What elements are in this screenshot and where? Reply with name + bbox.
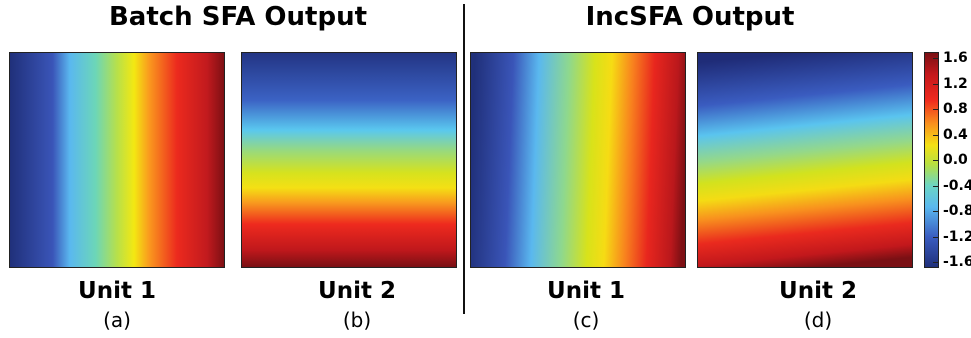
colorbar-tick-label: 0.0 [943,152,968,168]
panel-tag-d: (d) [803,308,833,332]
unit-label-d: Unit 2 [779,278,857,304]
colorbar-tick-mark [933,185,939,187]
panel-tag-c: (c) [572,308,600,332]
colorbar-tick-mark [933,83,939,85]
colorbar-tick-mark [933,58,939,59]
heatmap-panel-d [697,52,913,268]
heatmap-fill-c [471,53,685,267]
panel-tag-b: (b) [342,308,372,332]
colorbar-fill [925,53,938,267]
colorbar-tick-mark [933,211,939,212]
panel-tag-a: (a) [103,308,131,332]
section-divider [463,4,465,314]
unit-label-b: Unit 2 [318,278,396,304]
heatmap-fill-b [242,53,456,267]
batch-sfa-title: Batch SFA Output [108,2,368,32]
unit-label-a: Unit 1 [78,278,156,304]
heatmap-fill-a [10,53,224,267]
colorbar-tick-mark [933,262,939,263]
colorbar-tick-label: 0.4 [943,126,968,143]
colorbar-tick-label: -0.8 [943,203,971,219]
colorbar-tick-mark [933,236,939,238]
colorbar-tick-label: 1.6 [943,50,968,66]
colorbar-tick-mark [933,160,939,161]
colorbar-tick-label: -1.6 [943,254,971,270]
incsfa-title: IncSFA Output [585,2,795,32]
heatmap-fill-d [698,53,912,267]
heatmap-panel-a [9,52,225,268]
heatmap-panel-c [470,52,686,268]
colorbar-tick-label: 1.2 [943,75,968,92]
colorbar-tick-label: -1.2 [943,228,971,245]
colorbar-tick-mark [933,109,939,110]
colorbar-tick-mark [933,134,939,136]
unit-label-c: Unit 1 [547,278,625,304]
colorbar-tick-label: -0.4 [943,177,971,194]
colorbar-tick-label: 0.8 [943,101,968,117]
heatmap-panel-b [241,52,457,268]
